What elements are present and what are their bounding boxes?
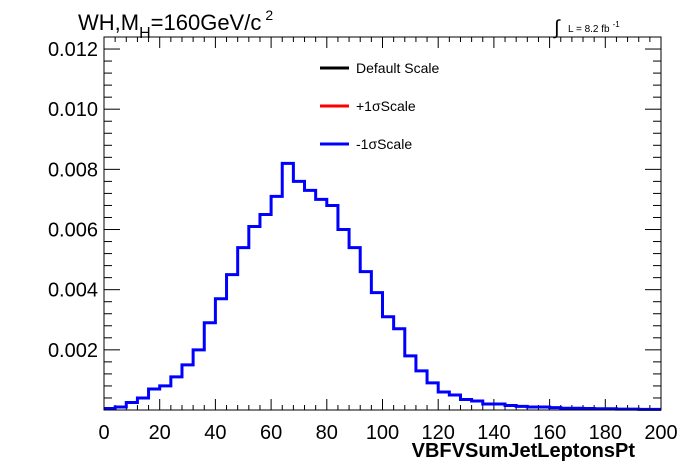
- x-tick-label: 200: [644, 422, 677, 444]
- x-tick-label: 160: [533, 422, 566, 444]
- x-tick-label: 20: [149, 422, 171, 444]
- legend-label: Default Scale: [356, 60, 439, 76]
- y-tick-label: 0.004: [48, 280, 98, 302]
- x-tick-label: 180: [589, 422, 622, 444]
- x-tick-label: 140: [477, 422, 510, 444]
- luminosity-label: L = 8.2 fb -1: [568, 20, 620, 35]
- y-tick-label: 0.012: [48, 39, 98, 61]
- title-rest: =160GeV/c: [151, 10, 262, 35]
- luminosity-text: L = 8.2 fb: [568, 24, 610, 35]
- plot-frame: [103, 36, 662, 411]
- x-tick-label: 60: [260, 422, 282, 444]
- legend-label: +1σScale: [356, 98, 416, 114]
- luminosity-integral-symbol: ∫: [553, 17, 561, 39]
- x-tick-label: 40: [204, 422, 226, 444]
- x-tick-label: 120: [422, 422, 455, 444]
- x-tick-label: 80: [316, 422, 338, 444]
- chart-title: WH,MH=160GeV/c 2: [78, 7, 273, 42]
- x-tick-label: 0: [98, 422, 109, 444]
- title-main: WH,M: [78, 10, 139, 35]
- y-axis-tick-labels: 0.002 0.004 0.006 0.008 0.010 0.012: [48, 39, 98, 362]
- y-tick-label: 0.002: [48, 340, 98, 362]
- y-tick-label: 0.008: [48, 159, 98, 181]
- series-layer: [104, 161, 661, 411]
- title-subscript: H: [139, 25, 151, 42]
- x-axis-label: VBFVSumJetLeptonsPt: [412, 440, 636, 462]
- y-tick-label: 0.006: [48, 220, 98, 242]
- title-superscript: 2: [265, 7, 273, 23]
- x-tick-label: 100: [366, 422, 399, 444]
- luminosity-superscript: -1: [613, 20, 621, 29]
- y-axis-ticks: [104, 36, 661, 399]
- legend: Default Scale +1σScale -1σScale: [320, 60, 439, 152]
- legend-label: -1σScale: [356, 136, 412, 152]
- series-line: [104, 161, 661, 411]
- y-tick-label: 0.010: [48, 99, 98, 121]
- x-axis-tick-labels: 0 20 40 60 80 100 120 140 160 180 200: [98, 422, 677, 444]
